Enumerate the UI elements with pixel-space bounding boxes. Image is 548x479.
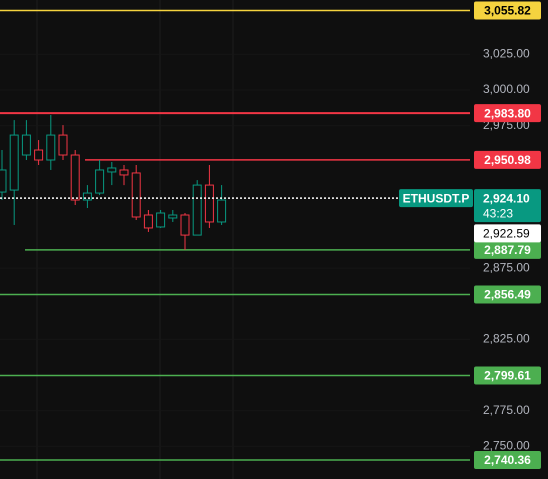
- level-label-box: [474, 450, 541, 469]
- mark-price-label: 2,922.59: [483, 227, 530, 241]
- y-tick-label: 2,875.00: [483, 260, 530, 274]
- candle-body: [107, 167, 117, 173]
- symbol-label: ETHUSDT.P: [403, 191, 470, 205]
- level-label-box: [474, 240, 541, 259]
- level-label: 3,055.82: [484, 4, 531, 18]
- y-tick-label: 2,750.00: [483, 438, 530, 452]
- mark-price-box: [474, 224, 541, 243]
- candle-body: [131, 172, 141, 218]
- countdown-label: 43:23: [483, 206, 513, 220]
- candle-body: [204, 184, 214, 223]
- level-label: 2,740.36: [484, 453, 531, 467]
- level-label: 2,950.98: [484, 153, 531, 167]
- candle-body: [180, 214, 190, 236]
- y-tick-label: 3,025.00: [483, 47, 530, 61]
- candle-body: [143, 214, 153, 229]
- candle-body: [156, 212, 166, 228]
- candle-body: [168, 214, 178, 219]
- candle-body: [58, 134, 68, 156]
- level-label-box: [474, 285, 541, 304]
- candle-body: [217, 199, 227, 223]
- symbol-box: [399, 189, 473, 208]
- candle-body: [21, 134, 31, 156]
- last-price-label: 2,924.10: [483, 191, 530, 205]
- y-tick-label: 3,000.00: [483, 82, 530, 96]
- candle-body: [95, 169, 105, 194]
- candle-body: [192, 184, 202, 236]
- y-tick-label: 2,825.00: [483, 332, 530, 346]
- level-label: 2,799.61: [484, 369, 531, 383]
- candle-body: [119, 169, 129, 176]
- level-label-box: [474, 366, 541, 385]
- candle-body: [34, 149, 44, 161]
- candle-body: [9, 134, 19, 191]
- last-price-box: [474, 189, 541, 223]
- level-label-box: [474, 104, 541, 123]
- level-label: 2,983.80: [484, 106, 531, 120]
- candle-body: [0, 169, 7, 193]
- candle-body: [70, 154, 80, 201]
- candle-body: [46, 134, 56, 161]
- y-tick-label: 2,775.00: [483, 403, 530, 417]
- level-label-box: [474, 150, 541, 169]
- level-label-box: [474, 1, 541, 20]
- level-label: 2,856.49: [484, 288, 531, 302]
- level-label: 2,887.79: [484, 243, 531, 257]
- candle-body: [82, 192, 92, 201]
